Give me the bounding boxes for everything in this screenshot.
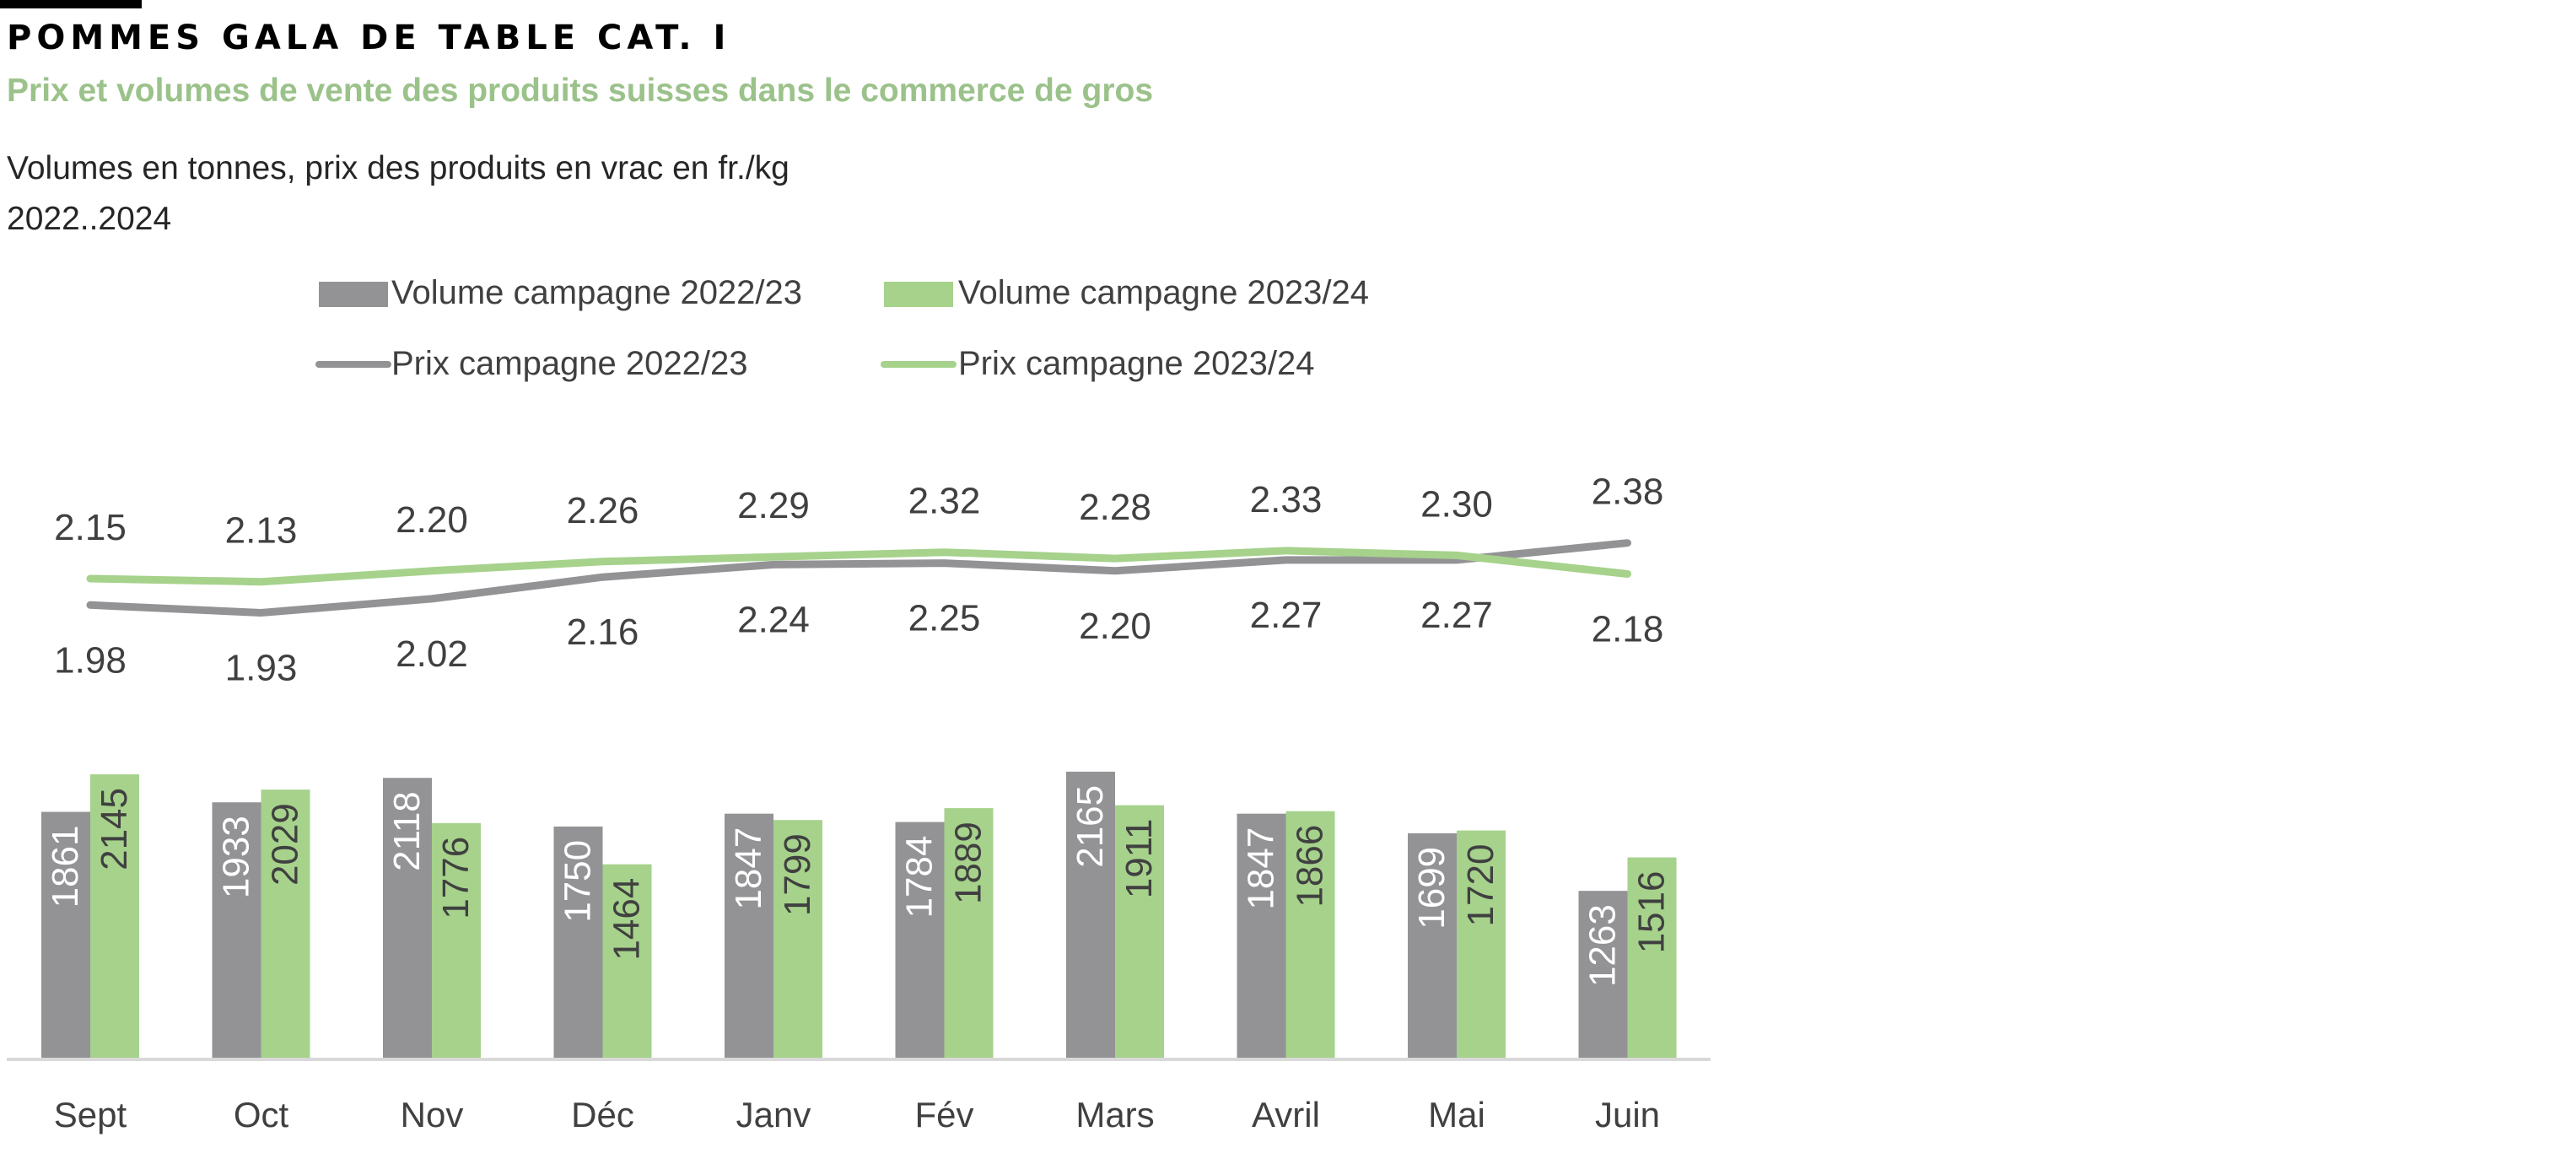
price-label-lower-Mai: 2.27: [1420, 595, 1493, 636]
x-tick-Janv: Janv: [736, 1095, 811, 1134]
bar-label-2023-24-Sept: 2145: [94, 788, 135, 870]
bar-2022-23-Avril: [1237, 813, 1286, 1058]
bar-2022-23-Nov: [383, 778, 432, 1058]
bar-2022-23-Sept: [41, 811, 90, 1058]
x-axis-ticks: Sept Oct Nov Déc Janv Fév Mars Avril Mai Juin: [54, 1095, 1660, 1134]
bar-label-2022-23-Avril: 1847: [1241, 827, 1282, 910]
x-tick-Déc: Déc: [571, 1095, 634, 1134]
bar-label-2023-24-Nov: 1776: [435, 837, 477, 919]
price-label-upper-Juin: 2.38: [1592, 472, 1664, 513]
x-tick-Oct: Oct: [234, 1095, 289, 1134]
x-tick-Avril: Avril: [1252, 1095, 1320, 1134]
bar-label-2023-24-Fév: 1889: [948, 822, 989, 904]
x-tick-Mars: Mars: [1075, 1095, 1154, 1134]
price-label-lower-Fév: 2.25: [908, 598, 981, 639]
bar-label-2022-23-Fév: 1784: [899, 836, 940, 919]
price-label-upper-Janv: 2.29: [737, 485, 810, 526]
bar-label-2022-23-Janv: 1847: [728, 827, 769, 910]
bar-label-2023-24-Déc: 1464: [606, 878, 648, 961]
bar-label-2023-24-Oct: 2029: [265, 803, 306, 886]
bar-2022-23-Juin: [1578, 891, 1628, 1058]
bar-2023-24-Fév: [944, 808, 994, 1058]
x-tick-Nov: Nov: [401, 1095, 464, 1134]
legend-swatch-1: [319, 282, 388, 307]
price-label-lower-Juin: 2.18: [1592, 608, 1664, 649]
bar-label-2023-24-Janv: 1799: [777, 833, 818, 916]
price-label-upper-Nov: 2.20: [396, 499, 468, 541]
bar-2022-23-Déc: [553, 826, 603, 1058]
price-label-lower-Nov: 2.02: [396, 633, 468, 675]
bar-label-2023-24-Avril: 1866: [1290, 825, 1331, 908]
price-label-lower-Mars: 2.20: [1079, 606, 1151, 647]
bar-label-2022-23-Mai: 1699: [1411, 847, 1452, 930]
bar-2023-24-Janv: [773, 820, 822, 1058]
bar-label-2022-23-Oct: 1933: [216, 816, 257, 898]
bar-label-2022-23-Sept: 1861: [45, 825, 86, 908]
bar-label-2023-24-Mars: 1911: [1118, 819, 1160, 899]
price-label-upper-Mars: 2.28: [1079, 487, 1151, 528]
chart-title: POMMES GALA DE TABLE CAT. I: [7, 19, 730, 57]
price-label-upper-Avril: 2.33: [1250, 479, 1323, 520]
price-label-upper-Déc: 2.26: [567, 490, 639, 531]
bar-2022-23-Fév: [895, 822, 945, 1058]
legend-label-3: Prix campagne 2022/23: [391, 345, 748, 382]
bar-2023-24-Mai: [1457, 830, 1506, 1058]
bar-2022-23-Mars: [1066, 771, 1115, 1058]
x-tick-Juin: Juin: [1595, 1095, 1660, 1134]
price-label-lower-Sept: 1.98: [54, 639, 127, 681]
bar-label-2023-24-Juin: 1516: [1631, 871, 1673, 954]
price-label-upper-Fév: 2.32: [908, 481, 981, 522]
bar-2023-24-Sept: [90, 774, 139, 1058]
bar-label-2022-23-Nov: 2118: [386, 791, 428, 871]
bar-2023-24-Avril: [1285, 811, 1335, 1058]
bar-label-2022-23-Mars: 2165: [1070, 785, 1111, 868]
price-label-lower-Déc: 2.16: [567, 612, 639, 653]
price-line-2023-24: [86, 547, 1631, 586]
title-accent-bar: [0, 0, 142, 8]
x-tick-Fév: Fév: [914, 1095, 973, 1134]
price-label-lower-Janv: 2.24: [737, 599, 810, 640]
bar-2022-23-Janv: [725, 813, 773, 1058]
bar-2022-23-Mai: [1408, 833, 1457, 1058]
bar-2023-24-Mars: [1115, 805, 1164, 1058]
bar-label-2022-23-Juin: 1263: [1582, 904, 1624, 987]
bar-2023-24-Déc: [602, 864, 652, 1058]
price-label-upper-Oct: 2.13: [225, 510, 298, 552]
legend-swatch-2: [884, 282, 953, 307]
price-lines: 2.15 1.98 2.13 1.93 2.20 2.02 2.26 2.16 2.29 2.24…: [54, 472, 1663, 689]
x-tick-Mai: Mai: [1428, 1095, 1485, 1134]
price-label-upper-Sept: 2.15: [54, 507, 127, 548]
bar-2022-23-Oct: [212, 802, 261, 1058]
price-label-lower-Avril: 2.27: [1250, 595, 1323, 636]
period-label: 2022..2024: [7, 201, 171, 237]
legend-label-2: Volume campagne 2023/24: [958, 274, 1369, 311]
x-tick-Sept: Sept: [54, 1095, 127, 1134]
price-line-2022-23: [86, 539, 1631, 617]
bar-2023-24-Oct: [261, 789, 310, 1058]
price-label-lower-Oct: 1.93: [225, 647, 298, 688]
legend: Volume campagne 2022/23 Volume campagne 2…: [315, 274, 1369, 382]
price-label-upper-Mai: 2.30: [1420, 483, 1493, 525]
bar-2023-24-Nov: [432, 822, 481, 1058]
units-note: Volumes en tonnes, prix des produits en …: [7, 150, 790, 186]
legend-label-4: Prix campagne 2023/24: [958, 345, 1315, 382]
legend-label-1: Volume campagne 2022/23: [391, 274, 802, 311]
bar-label-2022-23-Déc: 1750: [558, 840, 599, 923]
chart-subtitle: Prix et volumes de vente des produits su…: [7, 73, 1153, 109]
bar-2023-24-Juin: [1627, 857, 1677, 1058]
bar-label-2023-24-Mai: 1720: [1460, 844, 1501, 927]
